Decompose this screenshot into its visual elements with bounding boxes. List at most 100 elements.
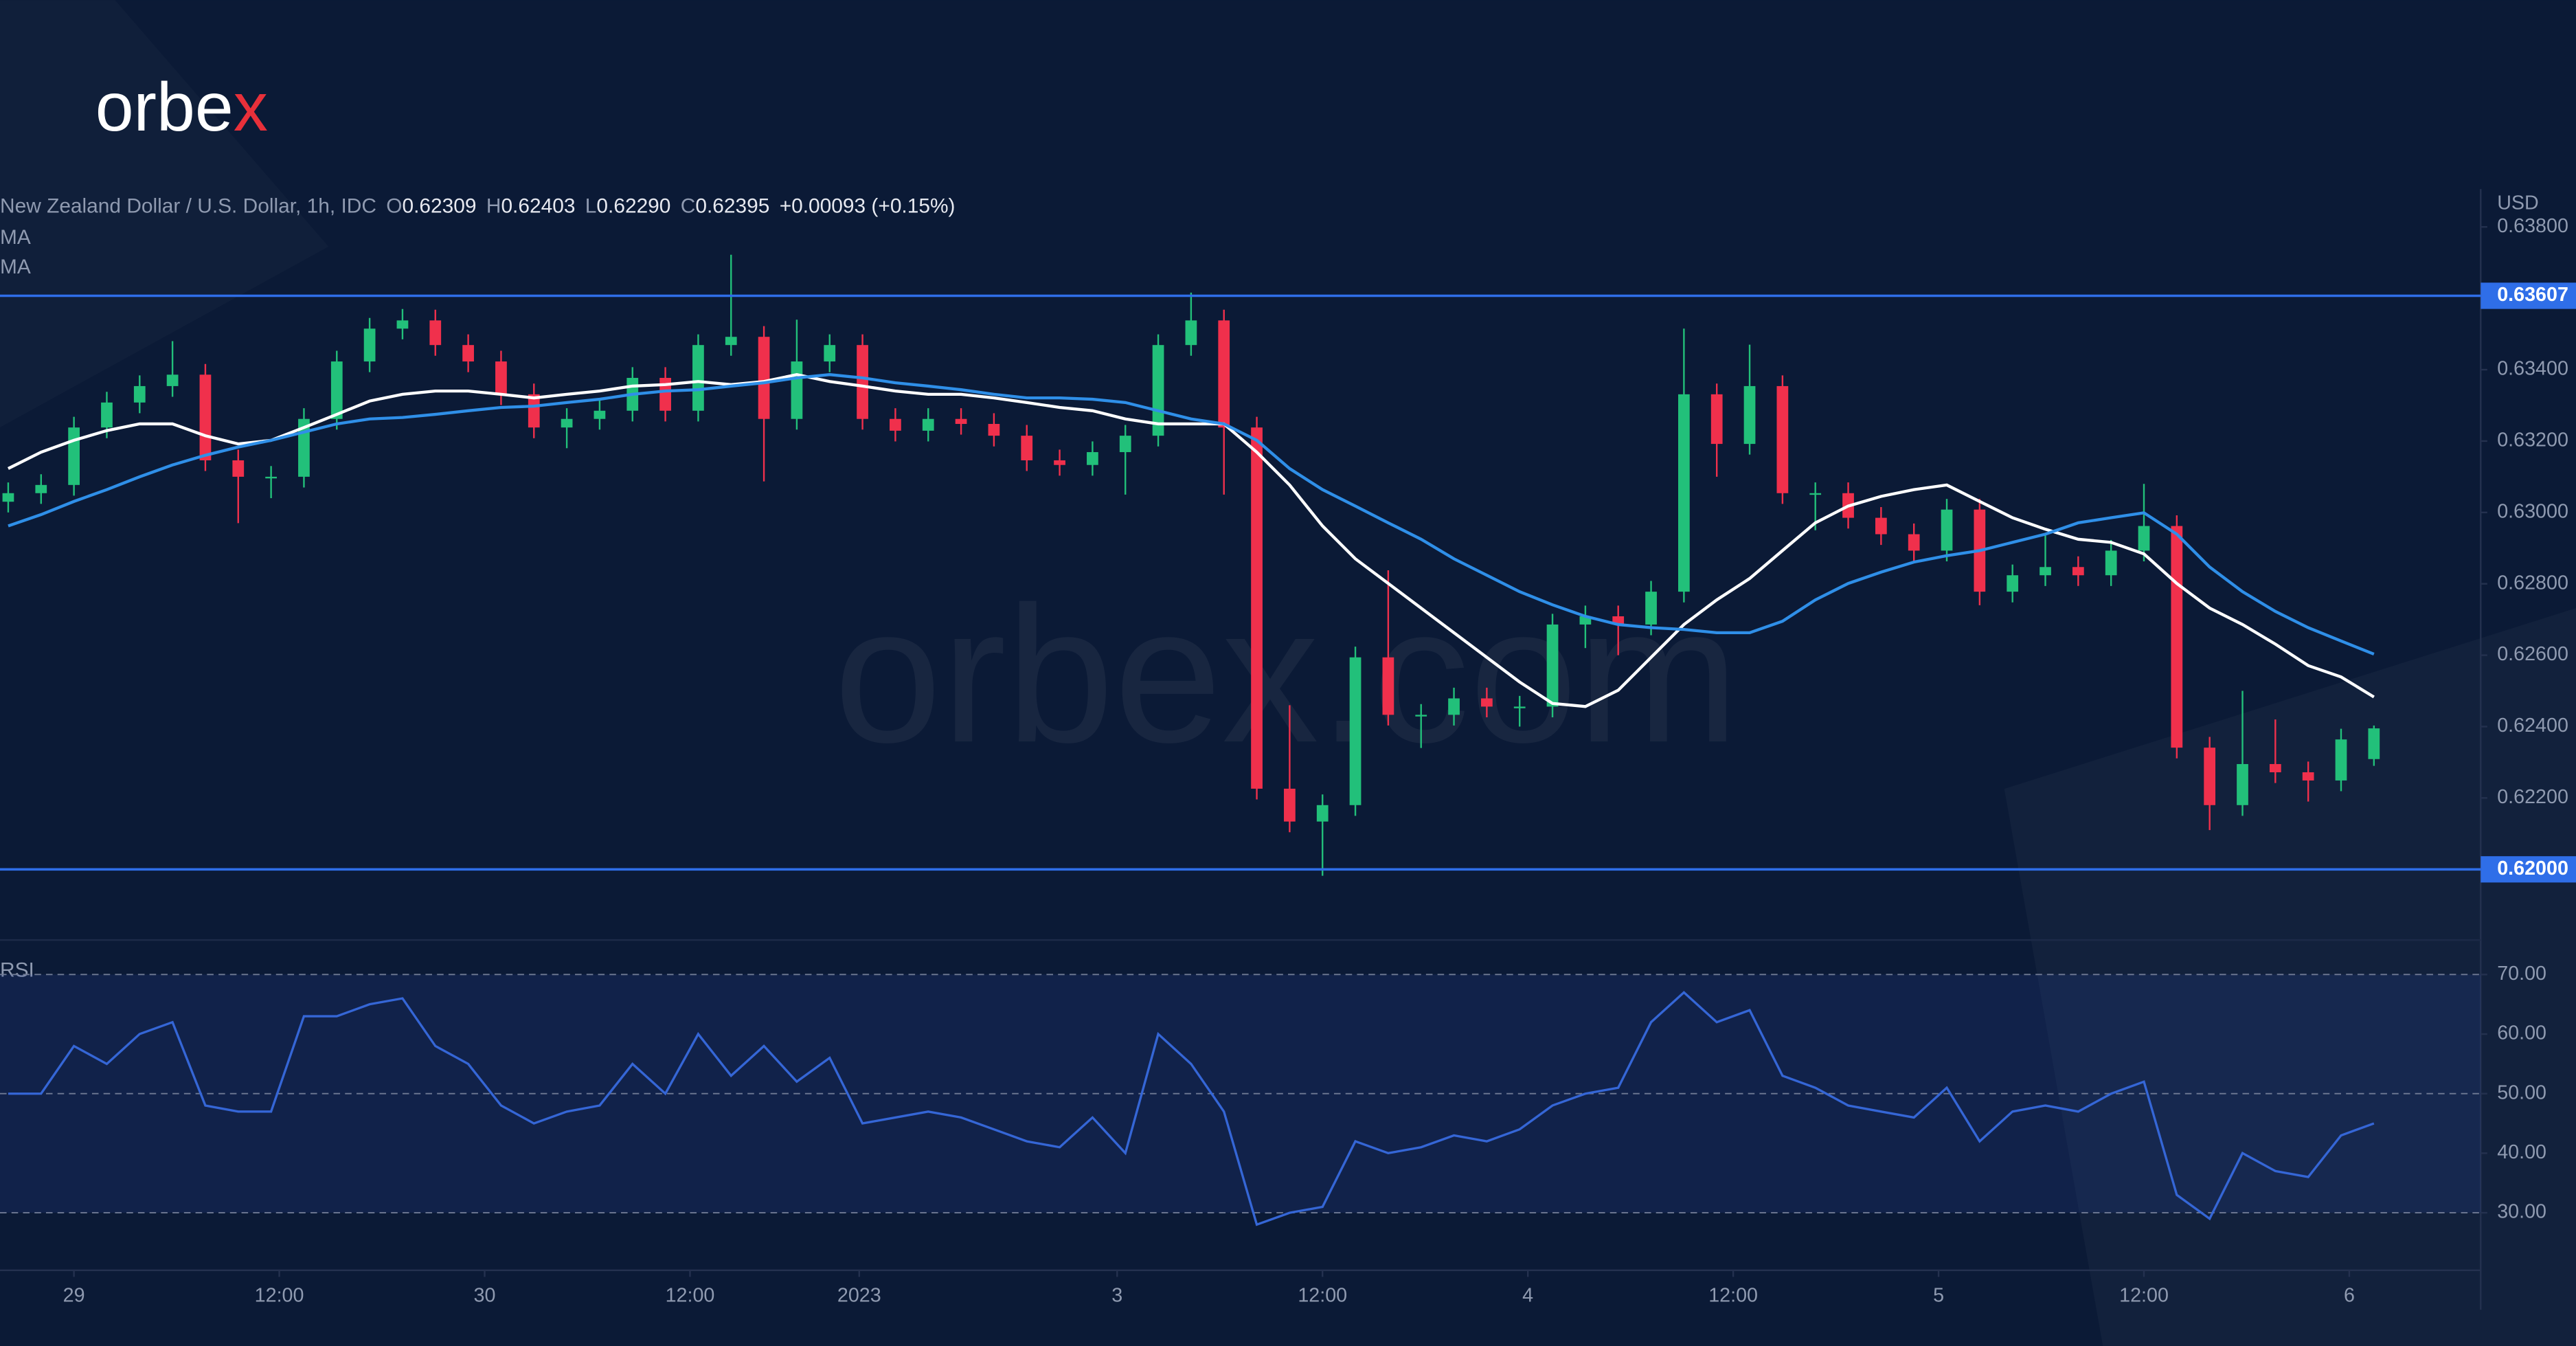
candle-body — [232, 460, 245, 477]
y-tick-label: 0.63200 — [2497, 429, 2568, 451]
x-tick-label: 3 — [1111, 1285, 1122, 1307]
y-unit: USD — [2497, 192, 2539, 214]
candle-body — [1152, 345, 1164, 436]
candle-body — [1415, 715, 1427, 717]
candle-body — [2237, 764, 2248, 805]
x-tick-label: 12:00 — [255, 1285, 304, 1307]
candle-body — [35, 484, 47, 493]
candle-body — [692, 345, 704, 411]
candle-body — [1645, 592, 1657, 625]
ohlc-key: H — [486, 194, 501, 217]
candle-body — [429, 320, 442, 346]
y-tick-label: 0.62200 — [2497, 786, 2568, 808]
candle-body — [1021, 436, 1033, 460]
logo-accent: x — [234, 68, 268, 145]
legend-entry: MA — [0, 226, 31, 249]
y-tick-label: 60.00 — [2497, 1022, 2546, 1044]
candle-body — [1448, 698, 1460, 715]
level-label: 0.62000 — [2497, 857, 2568, 879]
x-tick-label: 6 — [2344, 1285, 2355, 1307]
candle-body — [101, 402, 113, 428]
x-tick-label: 2023 — [837, 1285, 881, 1307]
candle-body — [922, 418, 934, 431]
candle-body — [1678, 394, 1690, 592]
candle-body — [955, 418, 967, 424]
candle-body — [330, 361, 343, 419]
ohlc-key: O — [386, 194, 402, 217]
candle-body — [1316, 805, 1329, 822]
candle-body — [2302, 772, 2314, 781]
candle-body — [725, 337, 737, 346]
level-tag — [2481, 282, 2576, 309]
candle-body — [199, 374, 212, 460]
candle-body — [1809, 493, 1822, 495]
candle-body — [68, 427, 80, 485]
watermark: orbex.com — [834, 566, 1739, 783]
y-tick-label: 30.00 — [2497, 1201, 2546, 1223]
y-tick-label: 0.63000 — [2497, 500, 2568, 522]
candle-body — [2368, 728, 2380, 759]
change: +0.00093 (+0.15%) — [780, 194, 956, 217]
candle-body — [166, 374, 179, 386]
y-tick-label: 40.00 — [2497, 1141, 2546, 1163]
y-tick-label: 0.63400 — [2497, 358, 2568, 380]
candle-body — [1119, 436, 1131, 453]
y-tick-label: 70.00 — [2497, 963, 2546, 985]
candle-body — [2105, 550, 2117, 576]
candle-body — [561, 418, 573, 428]
candle-body — [1349, 657, 1362, 805]
candle-body — [363, 328, 376, 362]
rsi-line — [8, 991, 2375, 1226]
x-tick-label: 4 — [1522, 1285, 1533, 1307]
candle-body — [1513, 706, 1526, 708]
candle-body — [2138, 526, 2150, 551]
x-tick-label: 12:00 — [1708, 1285, 1758, 1307]
logo: orbex — [95, 68, 268, 145]
candle-body — [1612, 616, 1625, 625]
symbol: New Zealand Dollar / U.S. Dollar, 1h, ID… — [0, 194, 376, 217]
candle-body — [2171, 526, 2183, 748]
y-tick-label: 0.62800 — [2497, 572, 2568, 594]
candle-body — [265, 476, 277, 479]
candle-body — [1908, 534, 1920, 551]
candle-body — [890, 418, 901, 431]
candle-body — [2269, 764, 2281, 772]
candle-body — [791, 361, 803, 419]
candle-body — [1546, 624, 1559, 707]
ohlc-value: 0.62290 — [596, 194, 670, 217]
candle-body — [988, 423, 1000, 436]
candle-body — [396, 320, 409, 329]
x-tick-label: 12:00 — [666, 1285, 715, 1307]
candle-body — [1941, 509, 1953, 551]
level-tag — [2481, 856, 2576, 883]
candle-body — [1185, 320, 1197, 346]
x-tick-label: 29 — [63, 1285, 85, 1307]
ohlc-value: 0.62395 — [695, 194, 769, 217]
candle-body — [2007, 575, 2019, 592]
candle-body — [1218, 320, 1230, 428]
candle-body — [1579, 616, 1592, 625]
candle-body — [1054, 460, 1065, 465]
candle-body — [594, 410, 606, 419]
candle-body — [462, 345, 474, 362]
y-tick-label: 0.62400 — [2497, 715, 2568, 737]
x-tick-label: 12:00 — [2119, 1285, 2169, 1307]
logo-main: orbe — [95, 68, 234, 145]
candle-body — [857, 345, 868, 419]
ma-line — [8, 373, 2375, 655]
y-tick-label: 0.63800 — [2497, 215, 2568, 237]
candle-body — [133, 385, 146, 403]
candle-body — [1710, 394, 1723, 445]
ohlc-value: 0.62309 — [403, 194, 477, 217]
candle-body — [1481, 698, 1493, 707]
candle-body — [2, 493, 14, 502]
candle-body — [2335, 739, 2347, 781]
level-label: 0.63607 — [2497, 284, 2568, 306]
candle-body — [1875, 517, 1887, 535]
candle-body — [1251, 427, 1263, 789]
candle-body — [1743, 385, 1756, 445]
candle-body — [1776, 385, 1789, 493]
